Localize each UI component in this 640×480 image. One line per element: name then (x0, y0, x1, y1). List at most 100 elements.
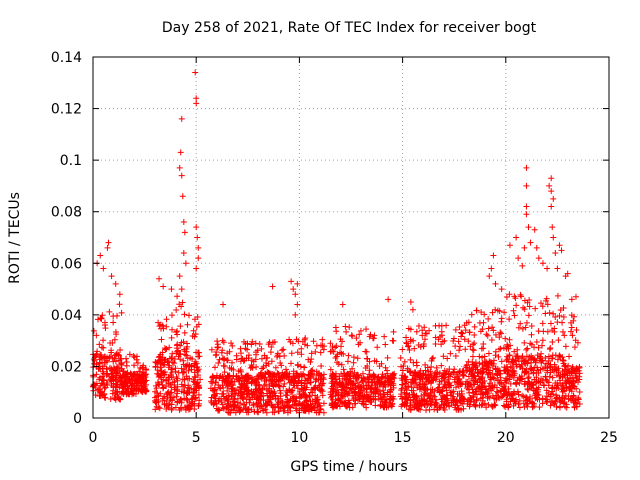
data-point (188, 385, 195, 392)
data-point (489, 371, 496, 378)
data-point (167, 381, 174, 388)
data-point (488, 265, 495, 272)
data-point (110, 383, 117, 390)
data-point (171, 355, 178, 362)
data-point (196, 397, 203, 404)
data-point (301, 402, 308, 409)
data-point (155, 319, 162, 326)
data-point (344, 384, 351, 391)
data-point (126, 351, 133, 358)
data-point (505, 385, 512, 392)
data-point (114, 369, 121, 376)
data-point (384, 354, 391, 361)
data-point (165, 364, 172, 371)
data-point (327, 389, 334, 396)
data-point (549, 374, 556, 381)
data-point (228, 393, 235, 400)
data-point (504, 353, 511, 360)
data-point (111, 336, 118, 343)
data-point (332, 392, 339, 399)
data-point (124, 383, 131, 390)
data-point (106, 308, 113, 315)
data-point (572, 337, 579, 344)
data-point (262, 381, 269, 388)
data-point (514, 389, 521, 396)
data-point (114, 393, 121, 400)
data-point (428, 389, 435, 396)
data-point (405, 342, 412, 349)
data-point (478, 345, 485, 352)
data-point (98, 380, 105, 387)
data-point (349, 404, 356, 411)
data-point (258, 355, 265, 362)
data-point (242, 341, 249, 348)
data-point (438, 362, 445, 369)
data-point (108, 273, 115, 280)
data-point (469, 346, 476, 353)
data-point (470, 398, 477, 405)
data-point (298, 379, 305, 386)
data-point (446, 403, 453, 410)
data-point (290, 373, 297, 380)
data-point (570, 377, 577, 384)
data-point (169, 350, 176, 357)
data-point (534, 364, 541, 371)
data-point (367, 331, 374, 338)
data-point (185, 312, 192, 319)
data-point (506, 336, 513, 343)
data-point (230, 372, 237, 379)
data-point (355, 395, 362, 402)
data-point (550, 234, 557, 241)
data-point (484, 390, 491, 397)
data-point (450, 337, 457, 344)
data-point (556, 242, 563, 249)
data-point (404, 383, 411, 390)
data-point (298, 371, 305, 378)
data-point (550, 391, 557, 398)
data-point (481, 400, 488, 407)
data-point (177, 396, 184, 403)
data-point (407, 406, 414, 413)
data-point (365, 382, 372, 389)
data-point (533, 370, 540, 377)
data-point (472, 402, 479, 409)
data-point (494, 370, 501, 377)
data-point (310, 338, 317, 345)
data-point (245, 390, 252, 397)
data-point (481, 353, 488, 360)
data-point (526, 296, 533, 303)
data-point (556, 312, 563, 319)
data-point (573, 385, 580, 392)
data-point (377, 392, 384, 399)
data-point (181, 229, 188, 236)
data-point (407, 397, 414, 404)
data-point (126, 376, 133, 383)
data-point (471, 373, 478, 380)
data-point (523, 182, 530, 189)
data-point (369, 378, 376, 385)
data-point (224, 403, 231, 410)
data-point (476, 319, 483, 326)
data-point (193, 224, 200, 231)
data-point (382, 341, 389, 348)
data-point (506, 242, 513, 249)
data-point (427, 400, 434, 407)
data-point (219, 404, 226, 411)
data-point (407, 338, 414, 345)
data-point (408, 384, 415, 391)
data-point (118, 309, 125, 316)
data-point (523, 394, 530, 401)
data-point (288, 360, 295, 367)
data-point (118, 360, 125, 367)
data-point (367, 399, 374, 406)
data-point (497, 345, 504, 352)
y-tick-label: 0.08 (51, 205, 82, 221)
data-point (477, 328, 484, 335)
data-point (450, 368, 457, 375)
data-point (399, 346, 406, 353)
data-point (236, 407, 243, 414)
data-point (272, 404, 279, 411)
data-point (142, 377, 149, 384)
data-point (491, 402, 498, 409)
data-point (427, 395, 434, 402)
